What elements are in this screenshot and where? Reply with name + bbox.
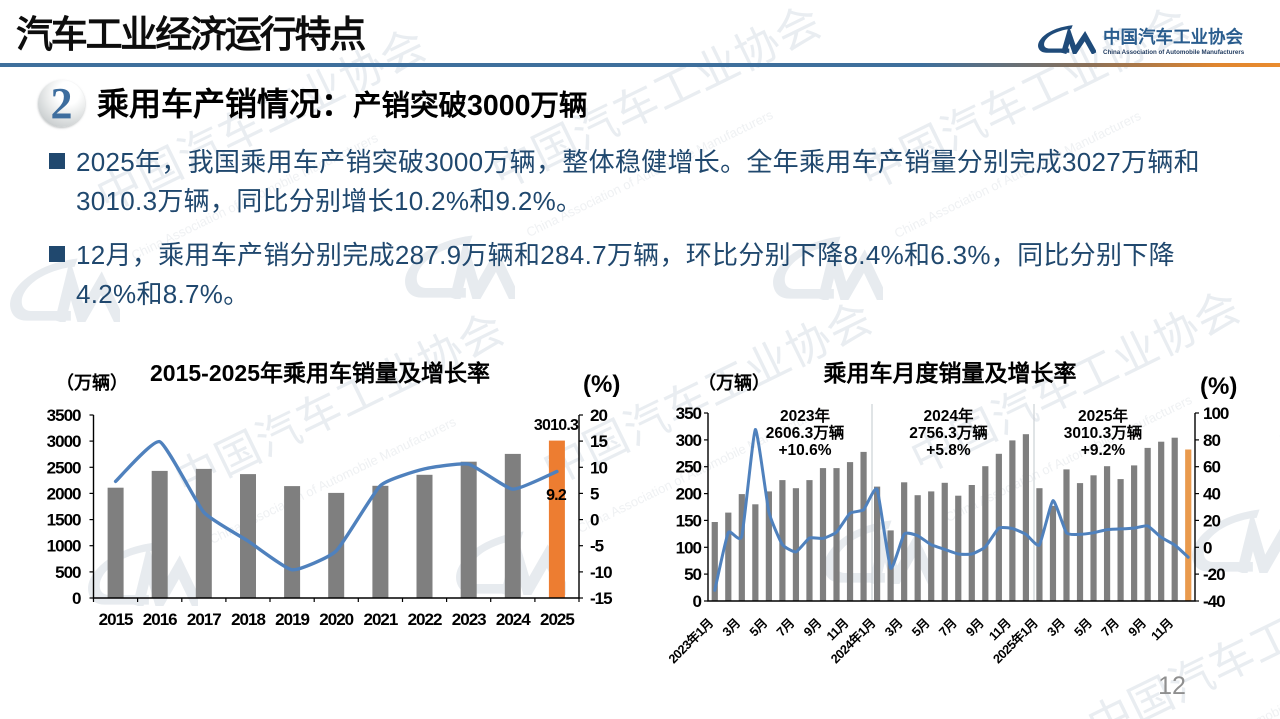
svg-text:40: 40 [1203, 485, 1220, 504]
svg-text:7月: 7月 [1099, 616, 1122, 639]
svg-text:+5.8%: +5.8% [926, 442, 971, 459]
svg-text:20: 20 [590, 406, 607, 425]
svg-text:2023年1月: 2023年1月 [665, 616, 716, 667]
svg-text:-40: -40 [1203, 592, 1225, 611]
svg-text:1000: 1000 [47, 537, 81, 556]
svg-text:2019: 2019 [275, 610, 309, 629]
svg-text:100: 100 [1203, 404, 1229, 423]
svg-text:80: 80 [1203, 431, 1220, 450]
svg-text:（万辆）: （万辆） [56, 372, 128, 393]
svg-text:2500: 2500 [47, 458, 81, 477]
svg-text:12: 12 [1158, 672, 1186, 700]
svg-text:3010.3: 3010.3 [534, 417, 579, 434]
svg-text:250: 250 [676, 458, 702, 477]
svg-text:7月: 7月 [936, 616, 959, 639]
svg-text:50: 50 [684, 565, 701, 584]
svg-text:-20: -20 [1203, 565, 1225, 584]
svg-text:2016: 2016 [143, 610, 177, 629]
svg-text:350: 350 [676, 404, 702, 423]
svg-text:0: 0 [72, 589, 81, 608]
svg-text:乘用车月度销量及增长率: 乘用车月度销量及增长率 [823, 360, 1077, 386]
svg-text:0: 0 [590, 511, 599, 530]
svg-text:10: 10 [590, 458, 607, 477]
svg-text:20: 20 [1203, 511, 1220, 530]
svg-text:2000: 2000 [47, 484, 81, 503]
svg-text:2025: 2025 [540, 610, 574, 629]
svg-text:(%): (%) [583, 371, 620, 398]
svg-text:2024: 2024 [496, 610, 531, 629]
svg-text:2020: 2020 [319, 610, 353, 629]
svg-text:5: 5 [590, 484, 599, 503]
svg-text:3000: 3000 [47, 432, 81, 451]
svg-text:2017: 2017 [187, 610, 221, 629]
svg-text:2018: 2018 [231, 610, 265, 629]
svg-text:9.2: 9.2 [546, 487, 567, 504]
svg-text:3月: 3月 [720, 616, 743, 639]
svg-text:-10: -10 [590, 563, 612, 582]
svg-text:0: 0 [1203, 538, 1212, 557]
svg-text:1500: 1500 [47, 511, 81, 530]
svg-text:5月: 5月 [1072, 616, 1095, 639]
svg-text:7月: 7月 [774, 616, 797, 639]
svg-text:2023年: 2023年 [780, 406, 830, 425]
svg-text:11月: 11月 [1149, 616, 1176, 643]
svg-text:2025年: 2025年 [1078, 406, 1128, 425]
svg-text:150: 150 [676, 511, 702, 530]
svg-text:2606.3万辆: 2606.3万辆 [766, 423, 845, 442]
svg-text:9月: 9月 [801, 616, 824, 639]
svg-text:-5: -5 [590, 537, 604, 556]
svg-text:3010.3万辆: 3010.3万辆 [1064, 423, 1143, 442]
svg-text:100: 100 [676, 538, 702, 557]
svg-text:9月: 9月 [1126, 616, 1149, 639]
svg-text:60: 60 [1203, 458, 1220, 477]
svg-text:2015-2025年乘用车销量及增长率: 2015-2025年乘用车销量及增长率 [150, 360, 490, 386]
svg-text:3月: 3月 [882, 616, 905, 639]
svg-text:（万辆）: （万辆） [698, 372, 770, 393]
svg-text:300: 300 [676, 431, 702, 450]
svg-text:5月: 5月 [747, 616, 770, 639]
svg-text:2024年: 2024年 [924, 406, 974, 425]
svg-text:(%): (%) [1200, 373, 1237, 400]
svg-text:0: 0 [693, 592, 702, 611]
svg-text:2015: 2015 [99, 610, 133, 629]
svg-text:+9.2%: +9.2% [1081, 442, 1126, 459]
svg-text:5月: 5月 [909, 616, 932, 639]
svg-text:3月: 3月 [1045, 616, 1068, 639]
svg-text:500: 500 [55, 563, 81, 582]
svg-text:15: 15 [590, 432, 607, 451]
svg-text:2756.3万辆: 2756.3万辆 [909, 423, 988, 442]
svg-text:2022: 2022 [408, 610, 442, 629]
svg-text:2021: 2021 [363, 610, 397, 629]
svg-text:200: 200 [676, 485, 702, 504]
svg-text:3500: 3500 [47, 406, 81, 425]
svg-text:-15: -15 [590, 589, 612, 608]
svg-text:9月: 9月 [963, 616, 986, 639]
svg-text:+10.6%: +10.6% [778, 442, 831, 459]
svg-text:2023: 2023 [452, 610, 486, 629]
